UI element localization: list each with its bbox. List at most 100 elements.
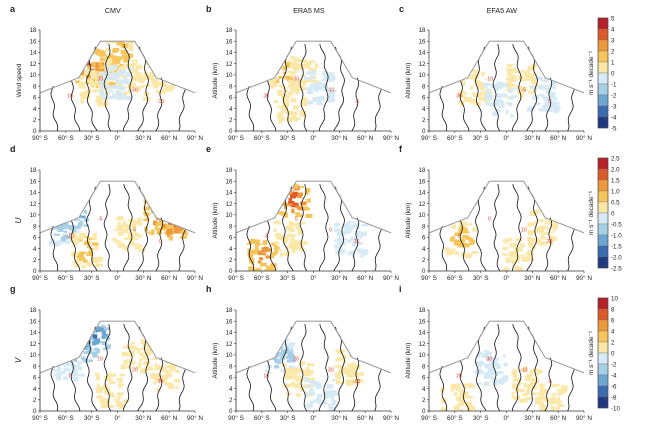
y-tick-label: 6 — [33, 235, 37, 242]
trend-cell — [79, 234, 86, 240]
trend-cell — [495, 108, 499, 112]
trend-cell — [544, 221, 552, 225]
trend-cell — [503, 362, 508, 367]
trend-cell — [105, 387, 111, 392]
trend-cell — [71, 251, 77, 257]
trend-cell — [131, 237, 139, 241]
trend-cell — [131, 62, 138, 66]
trend-cell — [278, 189, 283, 195]
trend-cell — [269, 344, 274, 350]
trend-cell — [337, 364, 343, 369]
trend-cell — [83, 326, 90, 330]
trend-cell — [109, 404, 114, 409]
trend-cell — [166, 228, 173, 233]
trend-cell — [97, 394, 101, 398]
trend-cell — [71, 232, 77, 236]
colorbar-tick-label: -2.0 — [611, 254, 622, 261]
x-tick-label: 90° N — [383, 274, 399, 282]
trend-cell — [538, 84, 544, 88]
trend-cell — [99, 57, 106, 62]
trend-cell — [343, 360, 347, 364]
trend-cell — [513, 368, 518, 374]
trend-cell — [77, 193, 85, 197]
trend-cell — [497, 370, 504, 375]
trend-cell — [161, 378, 167, 383]
trend-cell — [511, 371, 517, 376]
contour — [351, 357, 360, 412]
y-tick-label: 10 — [226, 72, 233, 79]
trend-cell — [265, 59, 270, 63]
trend-cell — [87, 245, 91, 249]
trend-cell — [95, 375, 101, 381]
trend-cell — [271, 64, 275, 67]
trend-cell — [538, 391, 545, 396]
contour — [511, 323, 522, 412]
trend-cell — [65, 339, 70, 345]
colorbar-label: m s⁻¹ decade⁻¹ — [588, 191, 595, 235]
trend-cell — [512, 256, 518, 260]
trend-cell — [530, 392, 538, 395]
trend-cell — [146, 84, 151, 88]
trend-cell — [53, 349, 57, 354]
trend-cell — [278, 84, 283, 88]
trend-cell — [277, 75, 283, 79]
trend-cell — [123, 237, 131, 241]
trend-cell — [122, 91, 128, 95]
trend-cell — [284, 212, 288, 218]
y-tick-label: 0 — [229, 268, 233, 275]
trend-cell — [98, 72, 104, 76]
contour-label: -10 — [353, 379, 361, 385]
trend-cell — [348, 221, 354, 224]
trend-cell — [92, 235, 97, 241]
trend-cell — [530, 237, 537, 242]
trend-cell — [135, 90, 139, 93]
trend-cell — [353, 371, 360, 377]
trend-cell — [268, 268, 276, 271]
trend-cell — [67, 195, 73, 199]
contour — [137, 326, 149, 412]
trend-cell — [546, 91, 551, 94]
trend-cell — [303, 371, 311, 377]
x-tick-label: 90° N — [576, 134, 592, 142]
colorbar-swatch — [597, 374, 609, 387]
trend-cell — [115, 240, 122, 243]
trend-cell — [86, 253, 93, 257]
y-tick-label: 14 — [419, 50, 426, 57]
trend-cell — [309, 79, 315, 83]
trend-cell — [301, 221, 306, 225]
trend-cell — [540, 241, 547, 246]
trend-cell — [466, 231, 470, 234]
tropopause-line — [39, 180, 196, 234]
trend-cell — [353, 381, 360, 385]
x-tick-label: 0° — [310, 134, 317, 142]
trend-cell — [85, 331, 91, 335]
contour — [50, 85, 59, 132]
trend-cell — [270, 339, 277, 344]
contour-label: -5 — [547, 379, 552, 385]
colorbar-swatch — [597, 308, 609, 321]
trend-cell — [283, 89, 289, 93]
trend-cell — [505, 109, 509, 115]
x-tick-label: 60° S — [447, 274, 463, 282]
trend-cell — [337, 237, 343, 243]
x-tick-label: 30° S — [473, 274, 489, 282]
y-tick-label: 18 — [419, 167, 426, 174]
trend-cell — [171, 214, 176, 220]
trend-cell — [345, 228, 351, 233]
trend-cell — [86, 347, 93, 353]
trend-cell — [76, 64, 80, 69]
trend-cell — [339, 249, 344, 253]
trend-cell — [498, 105, 505, 109]
trend-cell — [478, 364, 482, 368]
trend-cell — [61, 236, 67, 242]
contour-label: -10 — [66, 233, 74, 239]
colorbar-swatch — [597, 330, 609, 343]
trend-cell — [289, 228, 295, 233]
trend-cell — [550, 82, 557, 86]
trend-cell — [142, 84, 147, 87]
trend-cell — [294, 384, 299, 389]
trend-cell — [291, 115, 297, 121]
trend-cell — [156, 221, 163, 226]
contour — [178, 368, 186, 412]
trend-cell — [101, 102, 109, 107]
